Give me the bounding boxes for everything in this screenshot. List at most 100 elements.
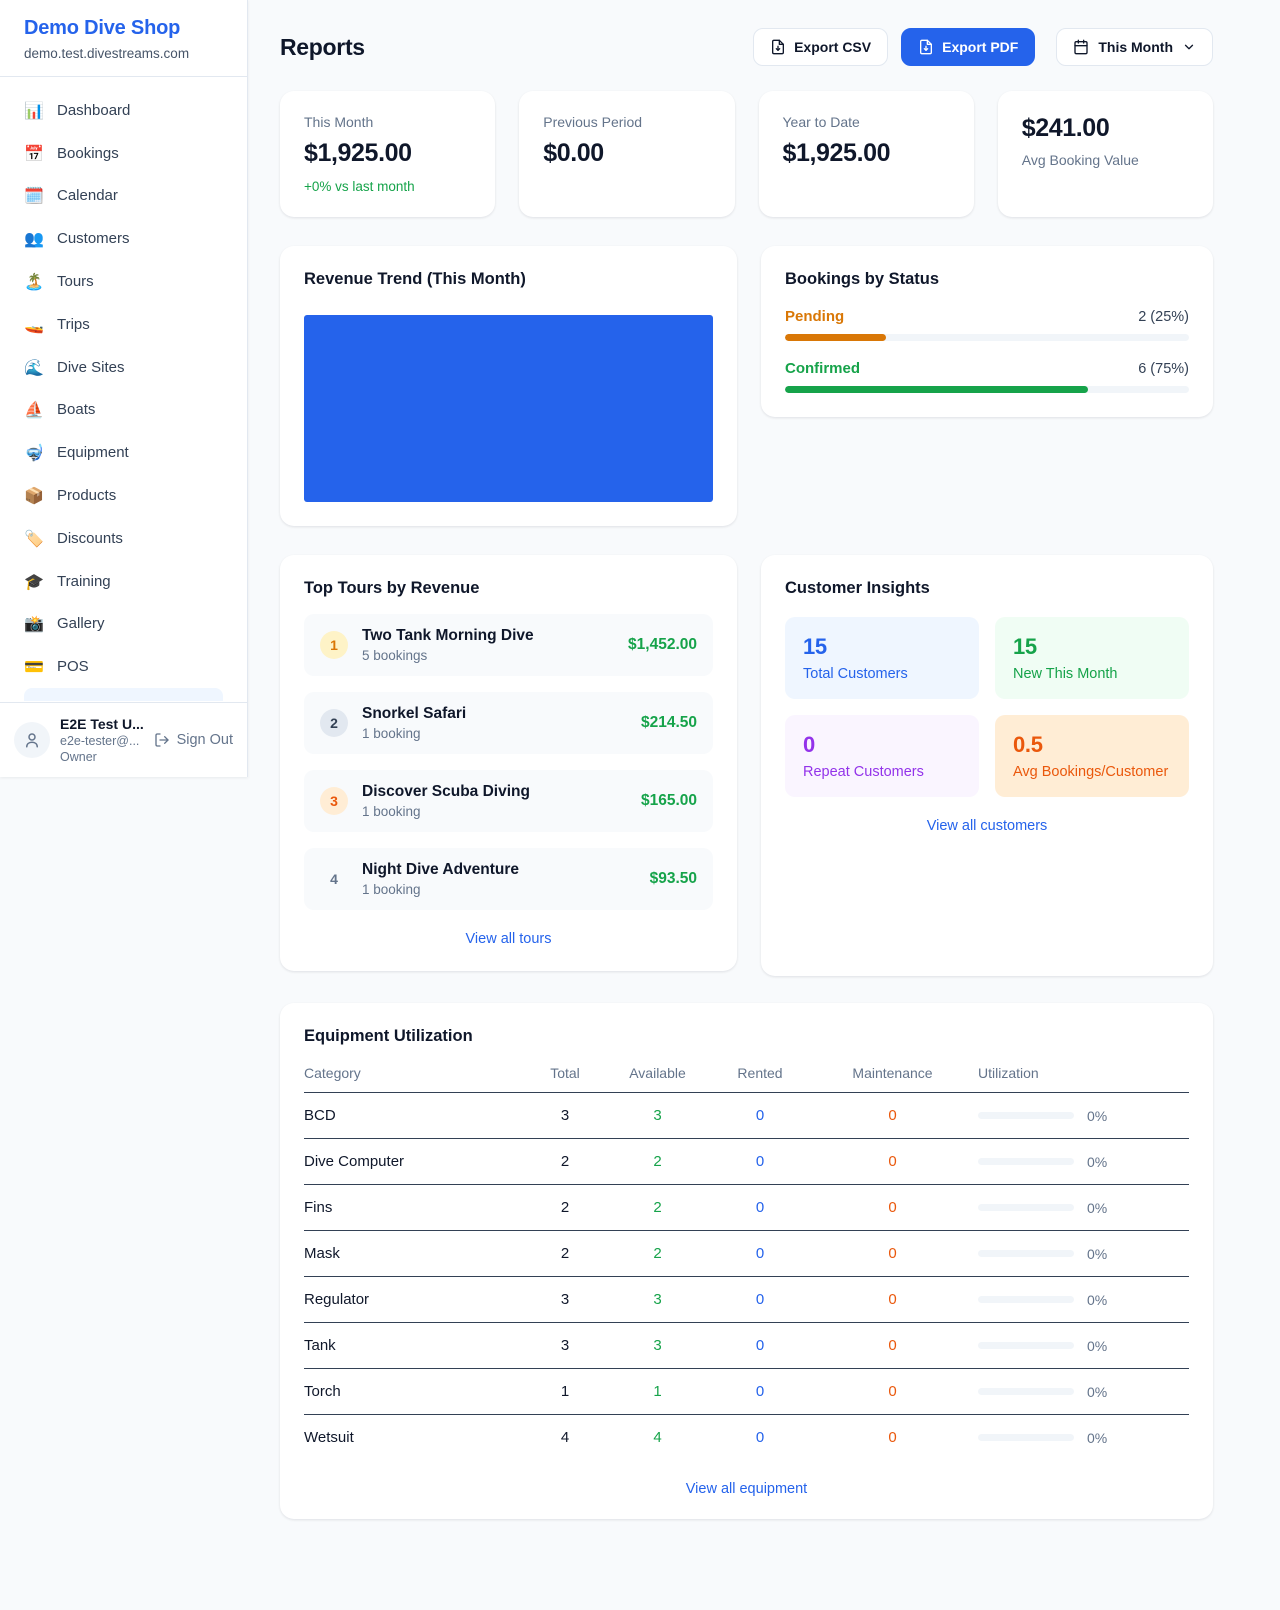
table-row: Dive Computer 2 2 0 0 0%	[304, 1139, 1189, 1185]
avatar	[14, 722, 50, 758]
cell-category: Torch	[304, 1383, 341, 1400]
utilization-bar	[978, 1388, 1074, 1395]
cell-available: 3	[653, 1337, 662, 1354]
sidebar-item-label: Dashboard	[57, 101, 131, 119]
file-download-icon	[772, 39, 785, 55]
sidebar-item-calendar[interactable]: 🗓️ Calendar	[12, 175, 235, 218]
export-pdf-button[interactable]: Export PDF	[901, 28, 1036, 66]
customer-insights-card: Customer Insights 15 Total Customers 15 …	[761, 555, 1213, 976]
header-actions: Export CSV Export PDF This Month	[753, 28, 1213, 66]
cell-maintenance: 0	[888, 1429, 897, 1446]
cell-available: 2	[653, 1199, 662, 1216]
cell-rented: 0	[755, 1383, 765, 1400]
sidebar-item-dashboard[interactable]: 📊 Dashboard	[12, 89, 235, 132]
sidebar-item-trips[interactable]: 🚤 Trips	[12, 303, 235, 346]
cell-available: 3	[653, 1291, 662, 1308]
sidebar-item-training[interactable]: 🎓 Training	[12, 560, 235, 603]
cell-total: 2	[560, 1199, 570, 1216]
stat-card-previous-period: Previous Period $0.00	[519, 91, 735, 217]
bookings-by-status-title: Bookings by Status	[785, 270, 940, 288]
cell-utilization: 0%	[970, 1246, 1189, 1262]
sidebar-item-products[interactable]: 📦 Products	[12, 474, 235, 517]
utilization-pct: 0%	[1087, 1429, 1108, 1446]
sidebar-item-tours[interactable]: 🏝️ Tours	[12, 260, 235, 303]
col-total: Total	[550, 1065, 580, 1081]
utilization-bar	[978, 1296, 1074, 1303]
stat-value: $0.00	[543, 139, 604, 167]
status-label: Pending	[785, 308, 845, 325]
export-csv-button[interactable]: Export CSV	[753, 28, 889, 66]
utilization-bar	[978, 1112, 1074, 1119]
brand-link[interactable]: Demo Dive Shop	[24, 17, 181, 39]
cell-maintenance: 0	[888, 1337, 897, 1354]
tile-label: Total Customers	[803, 666, 908, 682]
tile-value: 15	[803, 634, 827, 659]
cell-category: Tank	[304, 1337, 336, 1354]
chevron-down-icon	[1184, 44, 1194, 50]
utilization-pct: 0%	[1087, 1337, 1108, 1354]
bar-chart-icon: 📊	[24, 100, 44, 120]
col-maintenance: Maintenance	[852, 1065, 933, 1081]
page-title: Reports	[280, 33, 365, 60]
utilization-pct: 0%	[1087, 1245, 1108, 1262]
top-tours-title: Top Tours by Revenue	[304, 579, 480, 597]
sidebar-item-selected-partial[interactable]	[24, 688, 223, 702]
sidebar-item-equipment[interactable]: 🤿 Equipment	[12, 431, 235, 474]
table-row: Fins 2 2 0 0 0%	[304, 1185, 1189, 1231]
sidebar-panel: Demo Dive Shop demo.test.divestreams.com…	[0, 0, 248, 777]
user-role: Owner	[60, 750, 97, 764]
sign-out-button[interactable]: Sign Out	[154, 732, 233, 748]
cell-category: Wetsuit	[304, 1429, 354, 1446]
equipment-utilization-title: Equipment Utilization	[304, 1027, 473, 1045]
equipment-table-header: Category Total Available Rented Maintena…	[304, 1065, 1189, 1093]
sidebar-item-label: Gallery	[57, 615, 105, 633]
table-row: BCD 3 3 0 0 0%	[304, 1093, 1189, 1139]
sidebar-item-discounts[interactable]: 🏷️ Discounts	[12, 517, 235, 560]
user-name: E2E Test U...	[60, 716, 144, 732]
tour-bookings: 5 bookings	[362, 648, 428, 663]
sidebar-item-gallery[interactable]: 📸 Gallery	[12, 603, 235, 646]
cell-utilization: 0%	[970, 1200, 1189, 1216]
cell-rented: 0	[755, 1337, 765, 1354]
cell-total: 1	[560, 1383, 570, 1400]
cell-available: 2	[653, 1245, 662, 1262]
cell-total: 3	[560, 1291, 570, 1308]
tour-name: Two Tank Morning Dive	[362, 627, 534, 644]
stat-card-year-to-date: Year to Date $1,925.00	[758, 91, 974, 217]
view-all-tours-link[interactable]: View all tours	[465, 931, 552, 947]
utilization-bar	[978, 1342, 1074, 1349]
sidebar-item-dive-sites[interactable]: 🌊 Dive Sites	[12, 346, 235, 389]
tour-bookings: 1 booking	[362, 804, 421, 819]
export-pdf-label: Export PDF	[942, 39, 1019, 55]
sidebar-item-pos[interactable]: 💳 POS	[12, 645, 235, 688]
cell-rented: 0	[755, 1153, 765, 1170]
speedboat-icon: 🚤	[24, 314, 44, 334]
view-all-customers-link[interactable]: View all customers	[926, 818, 1048, 834]
tile-value: 15	[1013, 634, 1037, 659]
cell-maintenance: 0	[888, 1383, 897, 1400]
view-all-equipment-link[interactable]: View all equipment	[685, 1481, 808, 1497]
stat-cards-row: This Month $1,925.00 +0% vs last month P…	[280, 91, 1213, 217]
tour-revenue: $214.50	[640, 714, 697, 731]
customer-insights-title: Customer Insights	[785, 579, 930, 597]
tile-label: New This Month	[1013, 666, 1118, 682]
sidebar-nav: 📊 Dashboard 📅 Bookings 🗓️ Calendar 👥 Cus…	[0, 77, 247, 702]
tour-revenue: $1,452.00	[628, 636, 697, 653]
stat-value: $1,925.00	[782, 139, 891, 167]
period-select[interactable]: This Month	[1056, 28, 1213, 66]
sidebar-item-boats[interactable]: ⛵ Boats	[12, 389, 235, 432]
stat-delta: +0% vs last month	[304, 179, 415, 194]
stat-value: $1,925.00	[304, 139, 412, 167]
logout-icon	[154, 733, 169, 747]
sidebar-item-customers[interactable]: 👥 Customers	[12, 217, 235, 260]
stat-label: Previous Period	[543, 114, 643, 130]
insight-tiles: 15 Total Customers 15 New This Month 0 R…	[785, 617, 1189, 797]
period-label: This Month	[1098, 39, 1173, 55]
cell-maintenance: 0	[888, 1153, 897, 1170]
cell-category: Mask	[304, 1245, 340, 1262]
sidebar-item-bookings[interactable]: 📅 Bookings	[12, 132, 235, 175]
status-count: 2 (25%)	[1138, 309, 1189, 325]
stat-label: Avg Booking Value	[1021, 152, 1139, 168]
sidebar-item-label: Boats	[57, 401, 96, 419]
table-row: Regulator 3 3 0 0 0%	[304, 1277, 1189, 1323]
